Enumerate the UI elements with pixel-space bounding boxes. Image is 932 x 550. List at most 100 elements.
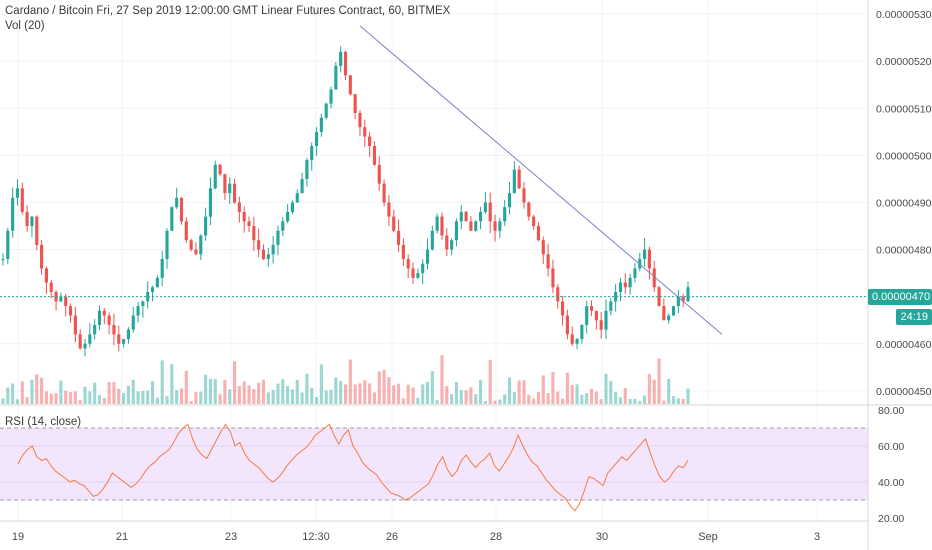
volume-bar: [633, 399, 637, 404]
candle-body: [657, 287, 661, 307]
volume-bar: [358, 383, 362, 404]
candle-body: [498, 221, 502, 231]
chart-header: Cardano / Bitcoin Fri, 27 Sep 2019 12:00…: [5, 4, 450, 34]
volume-bar: [20, 381, 24, 404]
volume-bar: [208, 378, 212, 404]
volume-bar: [368, 383, 372, 404]
candle-body: [459, 211, 463, 222]
volume-bar: [271, 389, 275, 404]
candle-body: [146, 291, 150, 302]
last-price-tag: 0.00000470: [868, 288, 932, 305]
candle-body: [150, 287, 155, 292]
time-tick-label: 26: [386, 531, 398, 543]
candle-body: [324, 103, 328, 118]
candle-body: [358, 113, 362, 128]
candle-body: [507, 193, 512, 208]
volume-bar: [580, 394, 584, 404]
volume-bar: [363, 380, 367, 404]
candle-body: [479, 211, 483, 222]
volume-bar: [6, 387, 10, 404]
candle-body: [213, 164, 217, 189]
candle-body: [25, 211, 29, 227]
volume-bar: [175, 390, 179, 404]
volume-bar: [324, 390, 328, 404]
volume-bar: [276, 383, 280, 404]
candle-body: [290, 202, 295, 212]
volume-bar: [112, 382, 116, 404]
candle-body: [141, 301, 145, 307]
candle-body: [339, 51, 343, 66]
volume-bar: [599, 399, 603, 404]
candle-body: [59, 296, 63, 302]
volume-bar: [556, 391, 560, 404]
candle-body: [261, 249, 266, 260]
candle-body: [541, 240, 545, 255]
volume-bar: [146, 390, 150, 404]
volume-bar: [150, 381, 155, 404]
volume-bar: [117, 388, 121, 404]
symbol-title[interactable]: Cardano / Bitcoin Fri, 27 Sep 2019 12:00…: [5, 5, 451, 17]
candle-body: [64, 296, 68, 307]
volume-bar: [450, 394, 454, 404]
candle-body: [35, 216, 39, 245]
volume-bar: [652, 379, 656, 404]
candle-body: [78, 334, 82, 349]
time-tick-label: Sep: [698, 531, 718, 543]
candle-body: [522, 188, 526, 203]
candle-body: [551, 268, 555, 288]
volume-bar: [507, 377, 512, 404]
time-tick-label: 19: [12, 531, 24, 543]
volume-indicator-label[interactable]: Vol (20): [5, 20, 45, 32]
candle-body: [363, 127, 367, 137]
time-tick-label: 23: [225, 531, 237, 543]
candle-body: [271, 244, 275, 255]
candle-body: [40, 244, 44, 269]
rsi-tick-label: 60.00: [878, 441, 904, 453]
volume-bar: [392, 385, 396, 404]
price-tick-label: 0.00000520: [876, 56, 932, 68]
volume-bar: [387, 377, 391, 404]
candle-body: [561, 301, 565, 316]
volume-bar: [522, 380, 526, 404]
time-tick-label: 3: [814, 531, 820, 543]
candle-body: [599, 320, 603, 330]
candle-body: [580, 324, 584, 340]
volume-bar: [300, 392, 304, 404]
trendline[interactable]: [359, 25, 723, 335]
candle-body: [377, 164, 381, 184]
candle-body: [175, 197, 179, 208]
price-tick-label: 0.00000490: [876, 198, 932, 210]
rsi-axis[interactable]: 80.00 60.00 40.00 20.00: [878, 405, 904, 525]
candle-body: [594, 310, 598, 321]
volume-bar: [170, 364, 174, 404]
candle-body: [464, 211, 468, 222]
candle-body: [575, 339, 579, 344]
price-tick-label: 0.00000460: [876, 339, 932, 351]
volume-bar: [570, 384, 574, 404]
candle-body: [155, 277, 159, 288]
volume-bar: [575, 384, 579, 404]
rsi-indicator-label[interactable]: RSI (14, close): [5, 416, 82, 428]
volume-bar: [64, 390, 68, 404]
volume-bar: [257, 382, 261, 404]
volume-bar: [416, 397, 420, 404]
candle-body: [170, 207, 174, 231]
volume-bar: [440, 355, 444, 404]
candle-body: [281, 221, 285, 231]
volume-bar: [49, 393, 53, 404]
candle-body: [503, 207, 507, 222]
price-axis[interactable]: 0.00000530 0.00000520 0.00000510 0.00000500…: [876, 9, 932, 398]
volume-bar: [78, 399, 82, 404]
time-axis[interactable]: 19 21 23 12:30 26 28 30 Sep 3: [12, 531, 820, 543]
candle-body: [430, 230, 434, 250]
volume-bar: [483, 400, 487, 404]
volume-bar: [676, 398, 680, 404]
volume-bar: [517, 380, 521, 404]
rsi-tick-label: 40.00: [878, 477, 904, 489]
candle-body: [604, 310, 608, 330]
volume-bar: [628, 398, 632, 404]
volume-bar: [102, 398, 106, 404]
volume-bar: [261, 379, 266, 404]
volume-bar: [155, 397, 159, 404]
